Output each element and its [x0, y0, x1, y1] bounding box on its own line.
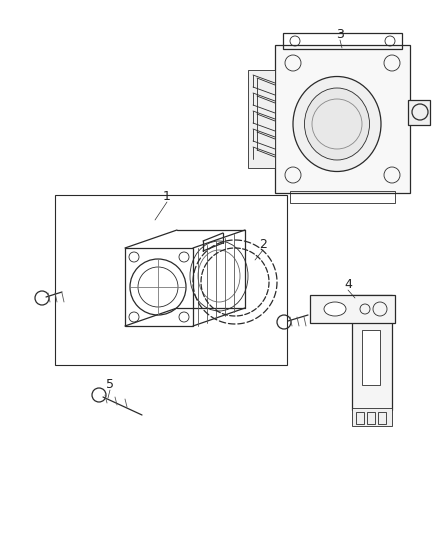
Bar [352, 408, 392, 426]
Bar [408, 100, 430, 125]
Bar [352, 295, 392, 410]
Text: 5: 5 [106, 378, 114, 392]
Bar [356, 412, 364, 424]
Text: 3: 3 [336, 28, 344, 42]
Ellipse shape [324, 302, 346, 316]
Bar [362, 330, 380, 385]
Bar [125, 248, 193, 326]
Ellipse shape [304, 88, 370, 160]
Text: 2: 2 [259, 238, 267, 252]
Bar [290, 191, 395, 203]
Bar [248, 70, 275, 168]
Bar [55, 195, 287, 365]
Bar [310, 295, 395, 323]
Bar [378, 412, 386, 424]
Text: 4: 4 [344, 279, 352, 292]
Ellipse shape [293, 77, 381, 172]
Bar [367, 412, 375, 424]
Bar [275, 45, 410, 193]
Bar [283, 33, 402, 49]
Text: 1: 1 [163, 190, 171, 204]
